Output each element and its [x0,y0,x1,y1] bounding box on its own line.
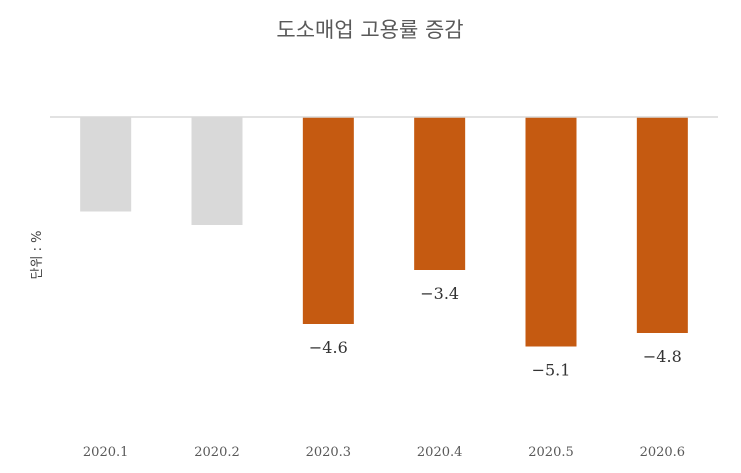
data-label-2020.3: −4.6 [309,338,348,357]
data-label-2020.5: −5.1 [532,361,571,380]
x-tick-label: 2020.4 [417,445,463,460]
x-tick-label: 2020.5 [528,445,574,460]
y-axis-label: 단위 : % [30,231,45,280]
bar-2020.3 [302,117,354,324]
data-label-2020.6: −4.8 [643,347,682,366]
bar-2020.4 [414,117,466,270]
data-label-2020.4: −3.4 [420,284,459,303]
chart-title: 도소매업 고용률 증감 [276,18,463,42]
x-tick-label: 2020.1 [83,445,129,460]
bars-group [80,117,688,347]
x-tick-label: 2020.6 [640,445,686,460]
bar-2020.6 [636,117,688,333]
x-tick-label: 2020.3 [306,445,352,460]
bar-2020.5 [525,117,577,347]
bar-2020.2 [191,117,243,225]
bar-2020.1 [80,117,132,212]
x-tick-label: 2020.2 [194,445,240,460]
data-labels-group: −4.6 −3.4 −5.1 −4.8 [309,284,682,380]
x-tick-labels-group: 2020.1 2020.2 2020.3 2020.4 2020.5 2020.6 [83,445,685,460]
